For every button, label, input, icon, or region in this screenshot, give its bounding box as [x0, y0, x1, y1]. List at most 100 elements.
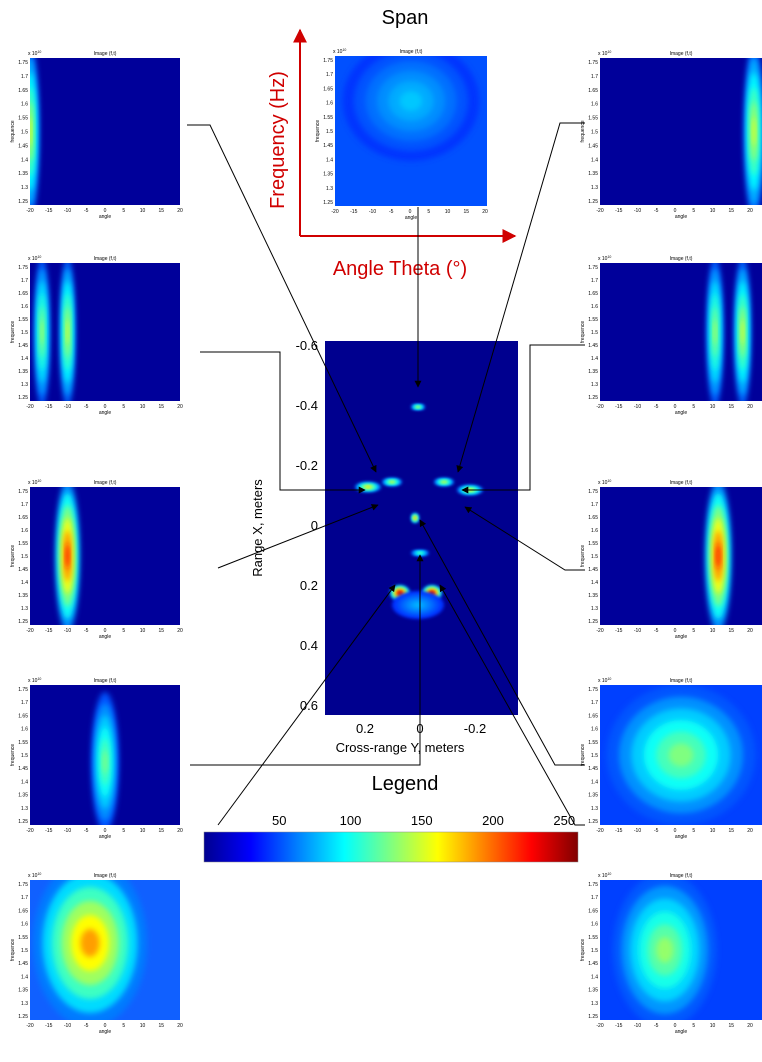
- exponent-base: x 10: [598, 256, 608, 262]
- panel-x-tick: 15: [728, 404, 734, 410]
- panel-title: Image (f,t): [670, 873, 693, 879]
- panel-y-tick: 1.6: [591, 528, 598, 534]
- heatmap-panel: Image (f,t)x 1010frequenceangle1.751.71.…: [10, 255, 183, 416]
- panel-y-label: frequence: [10, 321, 16, 343]
- panel-y-tick: 1.75: [18, 882, 28, 888]
- panel-y-tick: 1.35: [323, 172, 333, 178]
- heatmap: [335, 56, 487, 206]
- panel-x-tick: 0: [104, 828, 107, 834]
- panel-x-tick: 10: [710, 828, 716, 834]
- heat-blob: [713, 319, 717, 345]
- panels: Image (f,t)x 1010frequenceangle1.751.71.…: [10, 48, 762, 1035]
- panel-y-tick: 1.35: [18, 171, 28, 177]
- heat-blob: [418, 552, 422, 554]
- panel-y-tick: 1.65: [18, 515, 28, 521]
- panel-y-tick: 1.6: [591, 922, 598, 928]
- panel-title: Image (f,t): [94, 480, 117, 486]
- exponent-base: x 10: [598, 480, 608, 486]
- panel-title: Image (f,t): [670, 480, 693, 486]
- panel-x-tick: 20: [747, 208, 753, 214]
- panel-y-tick: 1.4: [591, 157, 598, 163]
- heatmap: [600, 487, 762, 625]
- center-y-label: Range X, meters: [250, 479, 265, 577]
- arrow: [200, 351, 366, 494]
- panel-y-tick: 1.65: [588, 908, 598, 914]
- panel-y-tick: 1.5: [21, 753, 28, 759]
- panel-x-tick: 20: [747, 404, 753, 410]
- panel-y-tick: 1.5: [591, 330, 598, 336]
- heatmap: [600, 685, 762, 825]
- panel-y-tick: 1.65: [18, 908, 28, 914]
- panel-y-tick: 1.45: [588, 143, 598, 149]
- heat-blob: [442, 481, 446, 483]
- panel-x-tick: 15: [158, 1023, 164, 1029]
- colorbar: [203, 831, 579, 863]
- heat-blob: [399, 91, 423, 111]
- panel-y-tick: 1.75: [588, 265, 598, 271]
- panel-x-tick: -10: [634, 404, 641, 410]
- panel-y-tick: 1.55: [588, 317, 598, 323]
- panel-x-tick: -5: [84, 828, 89, 834]
- legend-title: Legend: [372, 773, 439, 795]
- panel-y-tick: 1.45: [18, 961, 28, 967]
- panel-x-tick: 5: [692, 628, 695, 634]
- panel-x-tick: 15: [158, 208, 164, 214]
- heatmap: [30, 487, 180, 625]
- panel-y-tick: 1.55: [588, 541, 598, 547]
- panel-y-tick: 1.45: [588, 961, 598, 967]
- panel-y-tick: 1.55: [588, 116, 598, 122]
- panel-x-tick: -5: [389, 209, 394, 215]
- heat-blob: [656, 937, 674, 963]
- panel-title: Image (f,t): [94, 51, 117, 57]
- panel-title: Image (f,t): [94, 873, 117, 879]
- panel-y-tick: 1.7: [21, 278, 28, 284]
- panel-x-tick: 0: [674, 404, 677, 410]
- panel-y-tick: 1.35: [588, 793, 598, 799]
- panel-x-tick: 5: [427, 209, 430, 215]
- exponent-base: x 10: [598, 678, 608, 684]
- heatmap-bg: [30, 263, 180, 401]
- heat-blob: [365, 486, 371, 488]
- panel-y-tick: 1.6: [326, 101, 333, 107]
- panel-y-tick: 1.3: [21, 806, 28, 812]
- panel-y-tick: 1.75: [588, 60, 598, 66]
- panel-y-tick: 1.7: [21, 74, 28, 80]
- heatmap: [600, 58, 762, 205]
- panel-y-tick: 1.25: [588, 819, 598, 825]
- panel-x-tick: -10: [634, 208, 641, 214]
- panel-exponent: x 1010: [28, 255, 41, 262]
- exponent-power: 10: [37, 677, 41, 681]
- panel-x-tick: -5: [84, 628, 89, 634]
- heat-blob: [102, 750, 108, 774]
- heat-blob: [741, 319, 744, 345]
- panel-x-tick: 20: [482, 209, 488, 215]
- panel-title: Image (f,t): [670, 256, 693, 262]
- heatmap: [30, 880, 180, 1020]
- panel-y-tick: 1.6: [21, 727, 28, 733]
- panel-y-tick: 1.45: [588, 567, 598, 573]
- panel-x-tick: 0: [674, 1023, 677, 1029]
- panel-x-tick: 5: [122, 208, 125, 214]
- panel-x-tick: 5: [692, 404, 695, 410]
- panel-y-tick: 1.5: [591, 130, 598, 136]
- panel-x-tick: -15: [45, 208, 52, 214]
- panel-y-tick: 1.65: [588, 291, 598, 297]
- panel-y-tick: 1.4: [591, 580, 598, 586]
- panel-y-tick: 1.25: [588, 395, 598, 401]
- heatmap-panel: Image (f,t)x 1010frequenceangle1.751.71.…: [10, 479, 183, 640]
- panel-x-tick: 0: [409, 209, 412, 215]
- panel-y-tick: 1.55: [18, 935, 28, 941]
- panel-x-tick: 0: [674, 208, 677, 214]
- panel-x-tick: 5: [122, 828, 125, 834]
- panel-x-tick: -5: [84, 1023, 89, 1029]
- panel-x-tick: 0: [674, 628, 677, 634]
- panel-y-tick: 1.45: [588, 766, 598, 772]
- panel-y-label: frequence: [580, 744, 586, 766]
- figure-title: Span: [382, 7, 429, 29]
- panel-x-tick: 15: [463, 209, 469, 215]
- panel-y-tick: 1.5: [21, 554, 28, 560]
- arrow: [461, 344, 585, 494]
- panel-y-tick: 1.75: [18, 489, 28, 495]
- panel-y-tick: 1.3: [21, 606, 28, 612]
- panel-x-tick: 15: [158, 828, 164, 834]
